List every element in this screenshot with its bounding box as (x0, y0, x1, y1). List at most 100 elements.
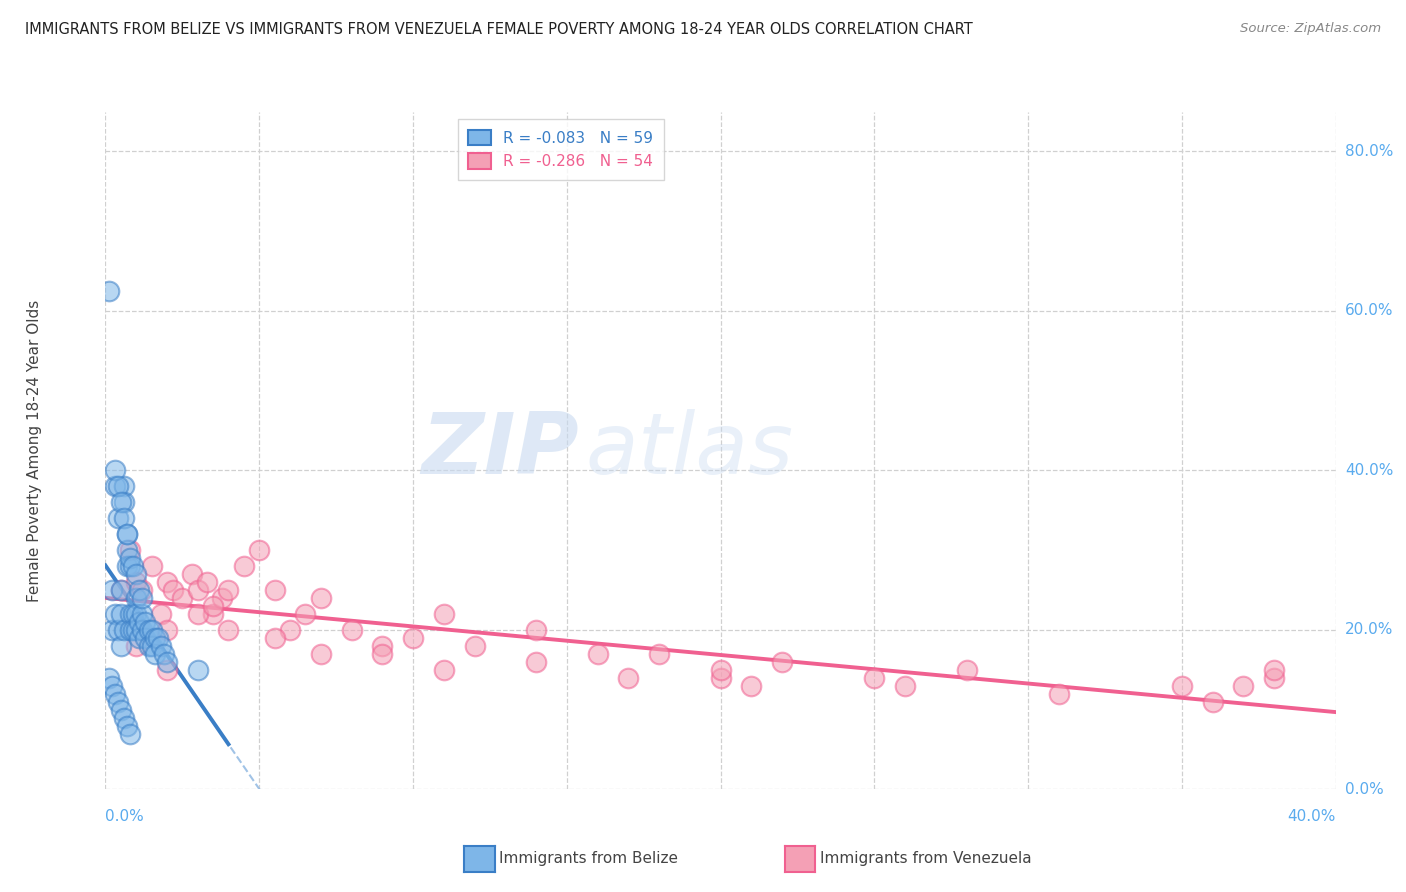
Point (863, 671, 886, 685)
Text: Immigrants from Belize: Immigrants from Belize (499, 852, 678, 866)
Point (371, 647, 394, 661)
Point (110, 582, 132, 597)
Text: 0.0%: 0.0% (105, 809, 145, 824)
Point (524, 655, 547, 669)
Point (120, 559, 141, 574)
Point (112, 495, 135, 509)
Point (141, 623, 163, 637)
Point (1263, 671, 1285, 685)
Point (433, 663, 456, 677)
Point (156, 623, 179, 637)
Point (131, 607, 153, 621)
Point (107, 479, 129, 493)
Point (131, 623, 153, 637)
Point (180, 567, 202, 582)
Point (104, 463, 127, 477)
Point (131, 591, 153, 605)
Point (107, 511, 129, 525)
Point (104, 607, 127, 621)
Point (122, 607, 145, 621)
Point (218, 623, 240, 637)
Point (120, 726, 141, 740)
Point (263, 631, 285, 645)
Point (1171, 679, 1194, 693)
Point (115, 718, 138, 732)
Point (956, 663, 979, 677)
Point (143, 647, 166, 661)
Point (138, 623, 160, 637)
Point (115, 527, 138, 541)
Legend: R = -0.083   N = 59, R = -0.286   N = 54: R = -0.083 N = 59, R = -0.286 N = 54 (457, 120, 664, 180)
Point (1201, 695, 1223, 709)
Point (1263, 663, 1285, 677)
Point (107, 623, 129, 637)
Point (122, 559, 145, 574)
Point (143, 631, 166, 645)
Point (120, 551, 141, 566)
Point (1047, 687, 1070, 701)
Text: IMMIGRANTS FROM BELIZE VS IMMIGRANTS FROM VENEZUELA FEMALE POVERTY AMONG 18-24 Y: IMMIGRANTS FROM BELIZE VS IMMIGRANTS FRO… (25, 22, 973, 37)
Point (141, 559, 163, 574)
Point (162, 582, 184, 597)
Point (278, 623, 301, 637)
Point (218, 582, 240, 597)
Point (138, 639, 160, 653)
Point (263, 582, 285, 597)
Point (740, 679, 762, 693)
Point (247, 543, 270, 558)
Point (128, 615, 150, 629)
Point (110, 639, 132, 653)
Point (586, 647, 609, 661)
Point (141, 639, 163, 653)
Point (149, 607, 172, 621)
Point (120, 607, 141, 621)
Point (120, 623, 141, 637)
Point (153, 647, 176, 661)
Point (187, 582, 209, 597)
Point (104, 687, 127, 701)
Point (433, 607, 456, 621)
Point (617, 671, 640, 685)
Point (770, 655, 793, 669)
Point (110, 703, 132, 717)
Point (122, 623, 145, 637)
Text: 40.0%: 40.0% (1288, 809, 1336, 824)
Point (524, 623, 547, 637)
Point (149, 639, 172, 653)
Point (104, 479, 127, 493)
Point (309, 647, 332, 661)
Point (156, 575, 179, 590)
Point (648, 647, 671, 661)
Point (97, 284, 120, 298)
Point (100, 679, 122, 693)
Point (232, 559, 254, 574)
Point (211, 591, 233, 605)
Point (125, 575, 148, 590)
Text: 20.0%: 20.0% (1346, 623, 1393, 638)
Point (120, 543, 141, 558)
Text: 60.0%: 60.0% (1346, 303, 1393, 318)
Point (131, 582, 153, 597)
Point (97, 671, 120, 685)
Text: 80.0%: 80.0% (1346, 144, 1393, 159)
Point (100, 582, 122, 597)
Point (464, 639, 486, 653)
Point (134, 615, 156, 629)
Point (187, 607, 209, 621)
Point (156, 655, 179, 669)
Point (107, 695, 129, 709)
Point (710, 663, 733, 677)
Point (115, 527, 138, 541)
Point (202, 607, 225, 621)
Point (110, 607, 132, 621)
Point (125, 567, 148, 582)
Text: ZIP: ZIP (422, 409, 579, 492)
Point (128, 631, 150, 645)
Point (156, 663, 179, 677)
Point (128, 582, 150, 597)
Text: 40.0%: 40.0% (1346, 463, 1393, 478)
Point (125, 639, 148, 653)
Point (112, 711, 135, 725)
Point (202, 599, 225, 613)
Point (112, 479, 135, 493)
